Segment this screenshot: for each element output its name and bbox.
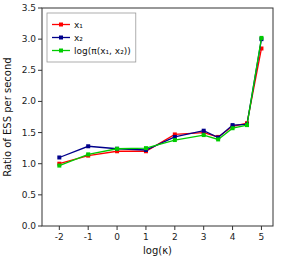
x-tick [59,226,60,230]
point [57,164,61,168]
point [245,123,249,127]
y-tick [38,226,42,227]
x-tick [88,226,89,230]
legend-entry: x₁ [52,20,83,30]
y-tick [38,163,42,164]
x-axis: -2 -1 0 1 2 3 4 5 [55,226,264,242]
legend-box [47,13,136,62]
y-tick [38,101,42,102]
y-axis: 0.0 0.5 1.0 1.5 2.0 2.5 3.0 3.5 [22,3,42,231]
x-tick-label: -1 [84,232,93,242]
x-tick [232,226,233,230]
y-tick-label: 3.5 [22,3,36,13]
y-axis-label: Ratio of ESS per second [2,57,13,176]
x-tick [203,226,204,230]
plot-frame [42,8,273,226]
legend-marker [59,36,63,40]
legend-entry: log(π(x₁, x₂)) [52,46,131,56]
legend-entry: x₂ [52,33,83,43]
point [57,155,61,159]
legend-marker [59,23,63,27]
y-tick [38,132,42,133]
y-tick-label: 2.5 [22,65,36,75]
y-tick [38,194,42,195]
y-tick-label: 1.0 [22,159,37,169]
x-tick-label: 3 [201,232,207,242]
y-tick-label: 1.5 [22,128,36,138]
point [259,36,263,40]
legend-label: x₁ [74,20,83,30]
x-tick-label: 0 [114,232,120,242]
point [115,147,119,151]
series-line [59,48,261,163]
x-axis-label: log(κ) [143,245,172,256]
y-tick [38,39,42,40]
y-tick [38,8,42,9]
legend: x₁ x₂ log(π(x₁, x₂)) [47,13,136,62]
x-tick [145,226,146,230]
point [202,133,206,137]
chart: -2 -1 0 1 2 3 4 5 0.0 0.5 1.0 1.5 2.0 2.5 3.0 3.5 log(κ)… [0,0,281,259]
series [57,46,263,165]
y-tick-label: 2.0 [22,96,37,106]
point [86,144,90,148]
x-tick-label: 4 [230,232,236,242]
x-tick [261,226,262,230]
point [231,126,235,130]
x-tick-label: 5 [259,232,265,242]
x-tick [174,226,175,230]
point [216,137,220,141]
point [86,152,90,156]
point [202,129,206,133]
point [173,138,177,142]
series [57,37,263,159]
x-tick-label: -2 [55,232,64,242]
legend-marker [59,49,63,53]
y-tick-label: 3.0 [22,34,37,44]
y-tick-label: 0.0 [22,221,37,231]
y-tick [38,70,42,71]
x-tick-label: 1 [143,232,149,242]
x-tick [117,226,118,230]
x-tick-label: 2 [172,232,178,242]
legend-label: log(π(x₁, x₂)) [74,46,131,56]
y-tick-label: 0.5 [22,190,36,200]
point [115,147,119,151]
legend-label: x₂ [74,33,83,43]
point [144,146,148,150]
